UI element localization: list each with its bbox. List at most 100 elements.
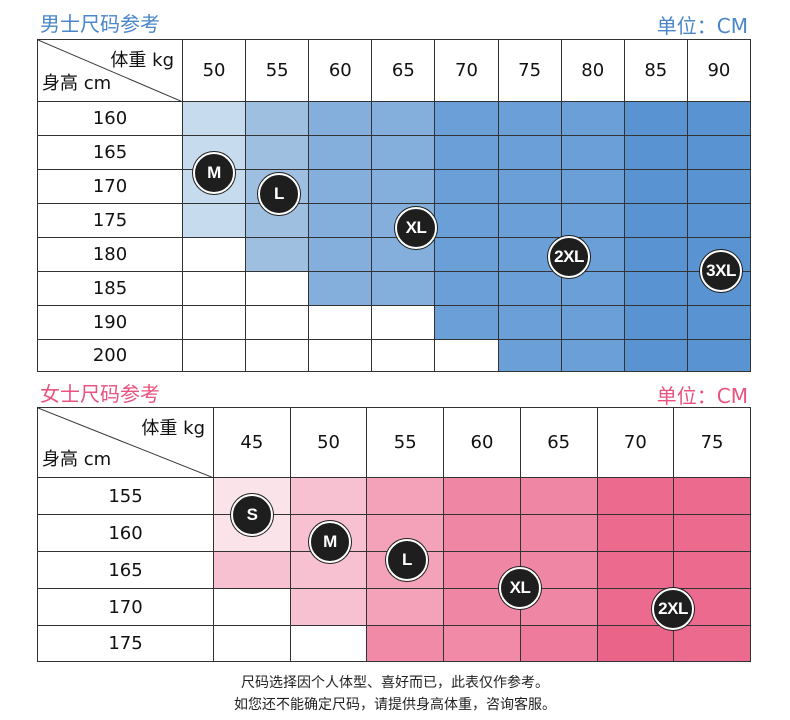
weight-header-cell: 70 [434,39,499,102]
size-zone-cell [308,101,373,136]
weight-axis-label: 体重 kg [110,50,174,71]
height-header-cell: 190 [37,305,183,340]
women-size-badge-l: L [386,539,428,581]
height-axis-label: 身高 cm [42,449,112,470]
table-row: 170 [37,588,751,626]
height-header-cell: 170 [37,588,214,626]
size-zone-cell [371,169,436,204]
women-size-table: 体重 kg 身高 cm 45 50 55 60 65 70 75 155 160 165 170 175 [37,407,751,662]
size-zone-cell [371,305,436,340]
corner-header: 体重 kg 身高 cm [37,407,214,478]
size-zone-cell [519,514,598,552]
size-zone-cell [560,101,625,136]
women-size-badge-s: S [231,494,273,536]
size-zone-cell [181,203,247,238]
weight-axis-label: 体重 kg [141,418,205,439]
weight-header-cell: 55 [245,39,310,102]
size-zone-cell [434,271,499,306]
table-row: 165 [37,135,751,170]
size-zone-cell [686,339,751,372]
size-zone-cell [596,514,675,552]
size-zone-cell [443,514,521,552]
size-zone-cell [596,551,675,589]
height-header-cell: 200 [37,339,183,372]
weight-header-cell: 75 [673,407,751,478]
table-row: 160 [37,514,751,552]
height-header-cell: 180 [37,237,183,272]
size-zone-cell [686,135,751,170]
men-title: 男士尺码参考 [40,12,160,36]
women-size-badge-xl: XL [499,567,541,609]
size-zone-cell [686,203,751,238]
size-zone-cell [371,339,436,372]
size-zone-cell [686,305,751,340]
size-zone-cell [497,339,562,372]
women-unit: 单位：CM [656,384,748,408]
size-zone-cell [497,135,562,170]
height-header-cell: 155 [37,477,214,515]
size-zone-cell [443,625,521,662]
men-size-badge-2xl: 2XL [548,236,590,278]
table-row: 185 [37,271,751,306]
size-zone-cell [596,625,675,662]
size-zone-cell [560,135,625,170]
weight-header-cell: 45 [213,407,291,478]
size-zone-cell [623,339,688,372]
size-zone-cell [434,339,499,372]
size-zone-cell [371,135,436,170]
size-zone-cell [371,271,436,306]
size-zone-cell [245,135,310,170]
size-zone-cell [596,477,675,515]
height-axis-label: 身高 cm [42,73,112,94]
size-zone-cell [181,305,247,340]
table-row: 180 [37,237,751,272]
size-zone-cell [434,169,499,204]
table-row: 175 [37,203,751,238]
size-zone-cell [623,237,688,272]
size-zone-cell [366,477,445,515]
size-zone-cell [519,477,598,515]
size-zone-cell [434,203,499,238]
size-zone-cell [686,169,751,204]
size-zone-cell [673,477,751,515]
size-zone-cell [308,169,373,204]
height-header-cell: 175 [37,625,214,662]
note-line-1: 尺码选择因个人体型、喜好而已，此表仅作参考。 [241,675,549,691]
size-zone-cell [371,101,436,136]
size-zone-cell [308,237,373,272]
weight-header-cell: 60 [308,39,373,102]
header-row: 体重 kg 身高 cm 45 50 55 60 65 70 75 [37,407,751,478]
size-zone-cell [308,305,373,340]
size-zone-cell [623,169,688,204]
women-size-badge-2xl: 2XL [652,588,694,630]
weight-header-cell: 50 [289,407,368,478]
size-zone-cell [497,101,562,136]
size-zone-cell [434,135,499,170]
diagonal-line [38,408,214,478]
size-zone-cell [560,169,625,204]
size-zone-cell [434,305,499,340]
weight-header-cell: 90 [686,39,751,102]
size-zone-cell [623,135,688,170]
size-zone-cell [213,551,291,589]
weight-header-cell: 65 [519,407,598,478]
weight-header-cell: 85 [623,39,688,102]
weight-header-cell: 65 [371,39,436,102]
size-zone-cell [308,271,373,306]
size-zone-cell [434,237,499,272]
size-zone-cell [181,339,247,372]
height-header-cell: 165 [37,551,214,589]
table-row: 200 [37,339,751,372]
height-header-cell: 165 [37,135,183,170]
size-zone-cell [245,101,310,136]
height-header-cell: 160 [37,514,214,552]
size-zone-cell [519,625,598,662]
men-size-badge-l: L [258,173,300,215]
weight-header-cell: 55 [366,407,445,478]
size-zone-cell [213,625,291,662]
table-row: 175 [37,625,751,662]
size-zone-cell [443,477,521,515]
men-size-badge-m: M [193,152,235,194]
size-zone-cell [289,477,368,515]
size-zone-cell [181,237,247,272]
